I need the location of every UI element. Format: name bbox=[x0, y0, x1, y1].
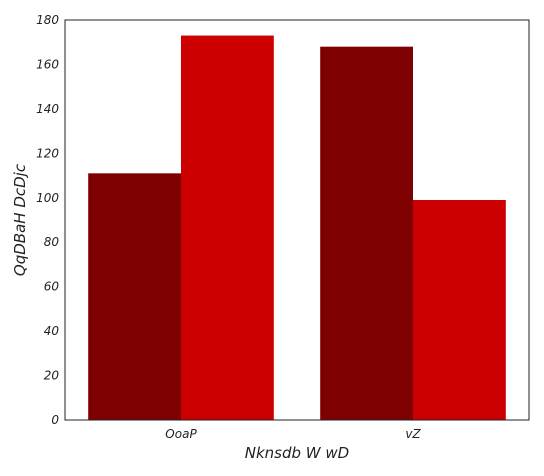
y-tick-label: 160 bbox=[36, 57, 59, 71]
y-tick-label: 120 bbox=[36, 146, 59, 160]
x-tick-label: vZ bbox=[405, 427, 421, 441]
bar-OoaP-series-2 bbox=[181, 35, 274, 421]
y-tick-label: 100 bbox=[36, 191, 59, 205]
y-tick-label: 60 bbox=[44, 280, 60, 294]
y-tick-label: 40 bbox=[44, 324, 60, 338]
y-tick-label: 140 bbox=[36, 102, 59, 116]
y-axis-title: QqDBaH DcDjc bbox=[11, 163, 29, 276]
bar-vZ-series-1 bbox=[320, 46, 413, 421]
y-axis-ticks: 0 20 40 60 80 100 120 140 160 180 bbox=[36, 13, 59, 427]
x-axis-ticks: OoaP vZ bbox=[165, 427, 421, 441]
plot-frame bbox=[64, 19, 530, 421]
x-tick-label: OoaP bbox=[165, 427, 197, 441]
y-tick-label: 20 bbox=[44, 369, 60, 383]
x-axis-title: Nknsdb W wD bbox=[245, 444, 349, 462]
bars-group bbox=[88, 35, 506, 421]
y-tick-label: 80 bbox=[44, 235, 60, 249]
bar-vZ-series-2 bbox=[413, 200, 506, 420]
y-tick-label: 180 bbox=[36, 13, 59, 27]
y-tick-label: 0 bbox=[51, 413, 59, 427]
bar-OoaP-series-1 bbox=[88, 173, 181, 420]
